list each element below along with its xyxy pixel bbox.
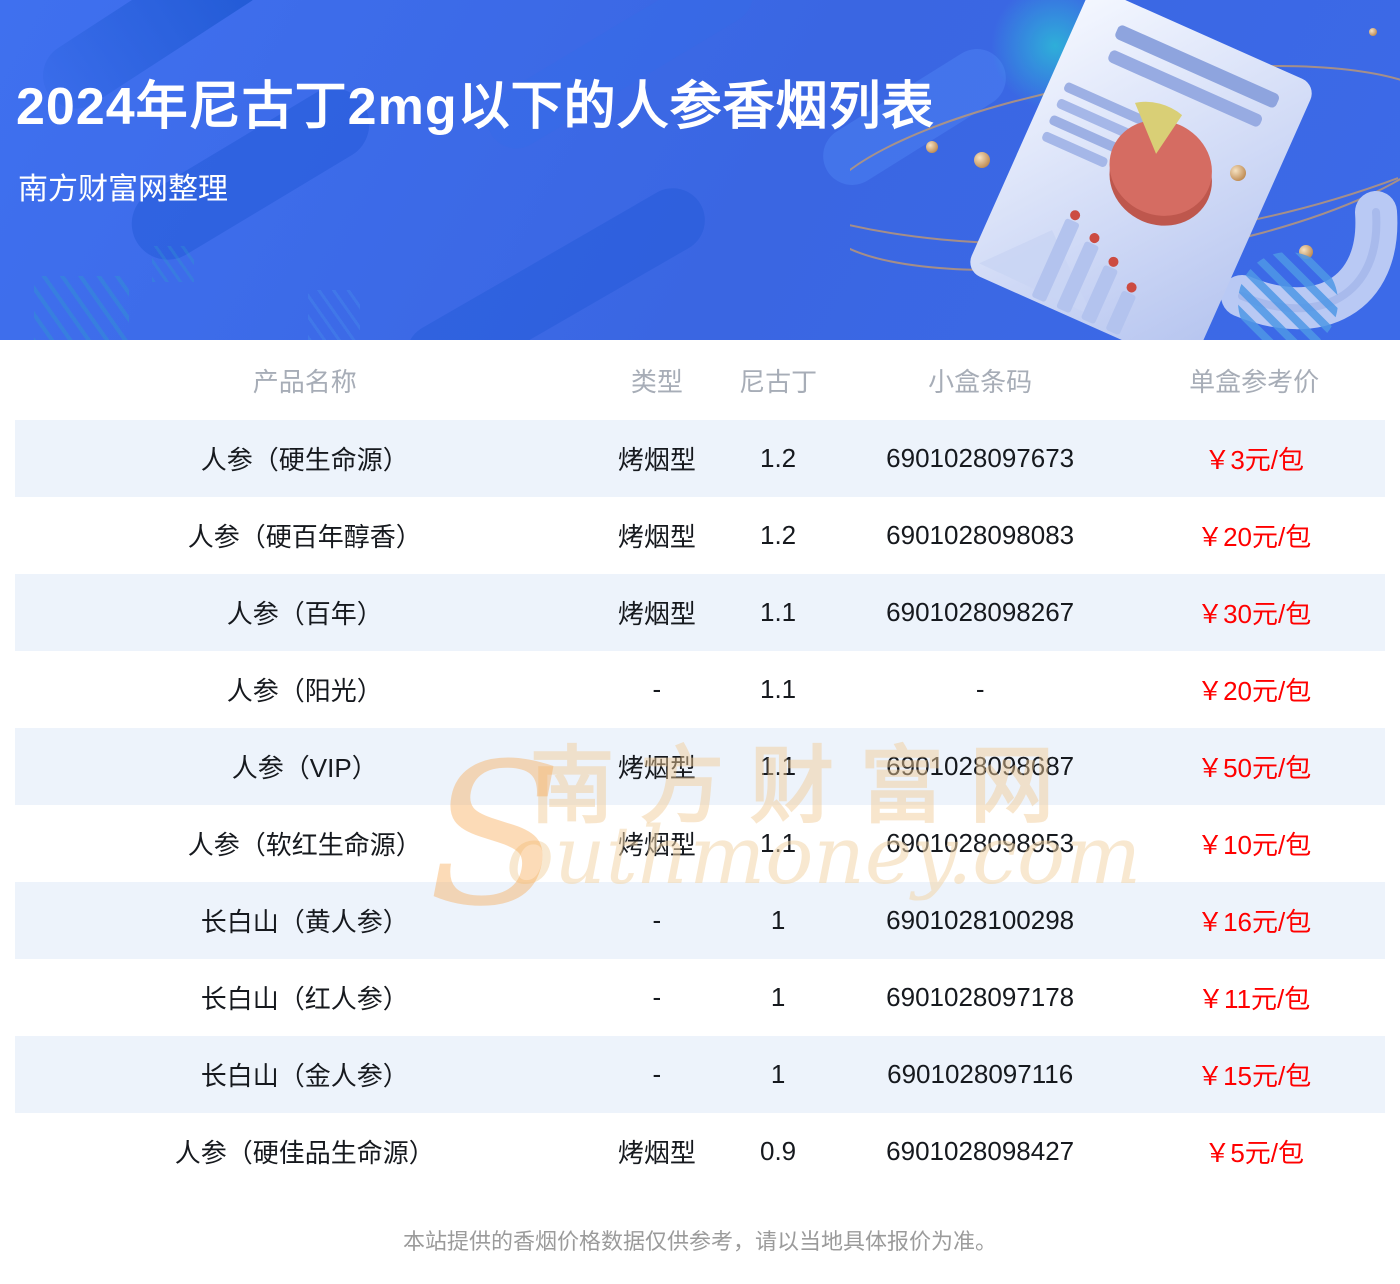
column-header: 类型 [630,366,683,397]
orbit-bead [1230,165,1246,181]
diagonal-lines-icon [34,276,129,340]
column-header: 小盒条码 [928,366,1033,397]
cell-nicotine: 1.1 [760,828,797,858]
table-body: 人参（硬生命源） 烤烟型 1.2 6901028097673 ￥3元/包人参（硬百年醇香… [15,420,1385,1190]
table-row: 人参（硬生命源） 烤烟型 1.2 6901028097673 ￥3元/包 [15,420,1385,497]
cell-barcode: 6901028098953 [886,828,1075,858]
cell-name: 长白山（黄人参） [200,907,409,937]
cell-nicotine: 1 [770,905,786,935]
table-row: 长白山（黄人参） - 1 6901028100298 ￥16元/包 [15,882,1385,959]
cell-barcode: 6901028097673 [886,443,1075,473]
cell-type: 烤烟型 [617,830,696,860]
page: 2024年尼古丁2mg以下的人参香烟列表 南方财富网整理 产品名称 类型 尼古丁 小盒… [0,0,1400,1256]
table-row: 长白山（红人参） - 1 6901028097178 ￥11元/包 [15,959,1385,1036]
report-sheet [970,0,1312,340]
cell-type: 烤烟型 [617,599,696,629]
cell-price: ￥20元/包 [1197,676,1312,706]
cell-type: 烤烟型 [617,445,696,475]
cell-price: ￥5元/包 [1204,1138,1304,1168]
cell-name: 人参（VIP） [231,753,378,783]
document-chart-illustration [850,0,1400,340]
cell-name: 长白山（红人参） [200,984,409,1014]
diagonal-lines-icon [308,290,360,340]
diagonal-lines-icon [152,246,194,282]
striped-circle-icon [1238,252,1338,340]
cell-type: 烤烟型 [617,522,696,552]
cell-barcode: 6901028098427 [886,1136,1075,1166]
cell-nicotine: 1.1 [760,674,797,704]
cell-price: ￥16元/包 [1197,907,1312,937]
cell-price: ￥3元/包 [1204,445,1304,475]
table-row: 人参（软红生命源） 烤烟型 1.1 6901028098953 ￥10元/包 [15,805,1385,882]
cell-type: - [652,905,662,935]
cell-price: ￥11元/包 [1198,984,1311,1014]
pie-chart-icon [1109,101,1212,226]
cell-barcode: 6901028100298 [886,905,1075,935]
cell-type: - [652,1059,662,1089]
cell-type: 烤烟型 [617,753,696,783]
cell-price: ￥50元/包 [1197,753,1312,783]
cell-type: - [652,674,662,704]
cell-price: ￥10元/包 [1197,830,1312,860]
cell-name: 人参（阳光） [226,676,383,706]
table-row: 人参（阳光） - 1.1 - ￥20元/包 [15,651,1385,728]
table-row: 人参（硬佳品生命源） 烤烟型 0.9 6901028098427 ￥5元/包 [15,1113,1385,1190]
cell-price: ￥20元/包 [1197,522,1312,552]
cell-name: 人参（硬佳品生命源） [174,1138,435,1168]
cell-barcode: - [975,674,985,704]
column-header: 产品名称 [252,366,357,397]
bar-chart-icon [1032,218,1136,335]
page-subtitle: 南方财富网整理 [18,173,228,206]
cell-nicotine: 1.2 [760,443,797,473]
cell-nicotine: 1.1 [760,751,797,781]
banner: 2024年尼古丁2mg以下的人参香烟列表 南方财富网整理 [0,0,1400,340]
content: 产品名称 类型 尼古丁 小盒条码 单盒参考价 人参（硬生命源） 烤烟型 1.2 6901028… [0,340,1400,1256]
column-header: 尼古丁 [739,366,818,397]
cell-price: ￥15元/包 [1197,1061,1312,1091]
cell-nicotine: 1.2 [760,520,797,550]
cell-type: 烤烟型 [617,1138,696,1168]
table-row: 人参（百年） 烤烟型 1.1 6901028098267 ￥30元/包 [15,574,1385,651]
cell-barcode: 6901028098267 [886,597,1075,627]
orbit-bead [1369,28,1377,36]
cell-name: 人参（硬生命源） [200,445,409,475]
page-title: 2024年尼古丁2mg以下的人参香烟列表 [16,78,935,136]
cell-name: 长白山（金人参） [200,1061,409,1091]
cell-barcode: 6901028097116 [887,1059,1074,1089]
cell-barcode: 6901028097178 [886,982,1075,1012]
cell-nicotine: 1 [770,1059,786,1089]
disclaimer-text: 本站提供的香烟价格数据仅供参考，请以当地具体报价为准。 [402,1229,997,1254]
orbit-bead [974,152,990,168]
table-header-row: 产品名称 类型 尼古丁 小盒条码 单盒参考价 [15,340,1385,420]
cell-nicotine: 1 [770,982,786,1012]
cigarette-table: 产品名称 类型 尼古丁 小盒条码 单盒参考价 人参（硬生命源） 烤烟型 1.2 6901028… [15,340,1385,1190]
cell-name: 人参（百年） [226,599,383,629]
cell-barcode: 6901028098687 [886,751,1075,781]
cell-type: - [652,982,662,1012]
table-row: 人参（VIP） 烤烟型 1.1 6901028098687 ￥50元/包 [15,728,1385,805]
cell-name: 人参（软红生命源） [187,830,422,860]
cell-barcode: 6901028098083 [886,520,1075,550]
capsule-shape [394,176,717,340]
cell-nicotine: 1.1 [760,597,797,627]
orbit-bead [926,141,938,153]
cell-price: ￥30元/包 [1197,599,1312,629]
table-row: 人参（硬百年醇香） 烤烟型 1.2 6901028098083 ￥20元/包 [15,497,1385,574]
cell-nicotine: 0.9 [760,1136,797,1166]
cell-name: 人参（硬百年醇香） [187,522,422,552]
column-header: 单盒参考价 [1189,366,1320,397]
table-row: 长白山（金人参） - 1 6901028097116 ￥15元/包 [15,1036,1385,1113]
